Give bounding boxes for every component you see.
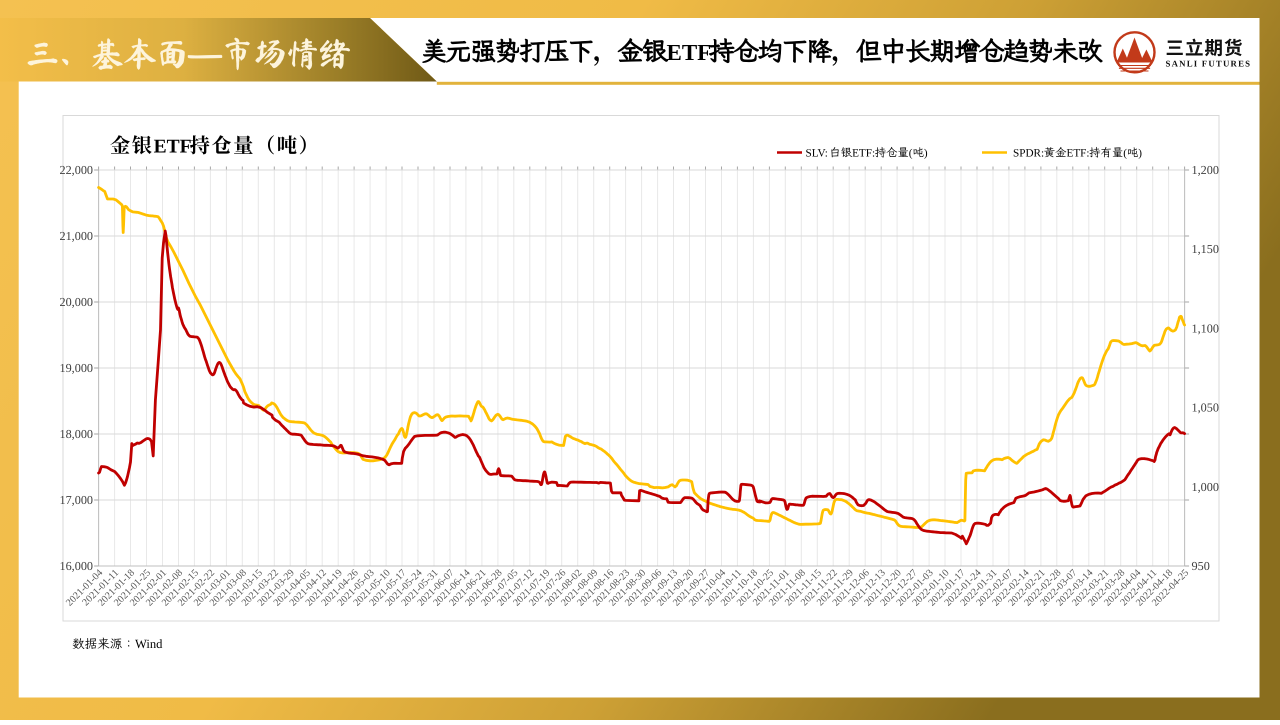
- svg-text:17,000: 17,000: [59, 493, 93, 507]
- svg-text:1,150: 1,150: [1192, 242, 1219, 256]
- svg-text:1,050: 1,050: [1192, 401, 1219, 415]
- svg-text:(: (: [1123, 147, 1127, 159]
- svg-text:20,000: 20,000: [59, 295, 93, 309]
- svg-text:): ): [924, 147, 928, 159]
- svg-text:18,000: 18,000: [59, 427, 93, 441]
- svg-text:19,000: 19,000: [59, 361, 93, 375]
- svg-text:SLV:: SLV:: [806, 147, 828, 159]
- svg-text:SANLI FUTURES: SANLI FUTURES: [1166, 59, 1252, 69]
- svg-text:ETF:: ETF:: [1067, 147, 1090, 159]
- svg-text:21,000: 21,000: [59, 229, 93, 243]
- svg-text:): ): [1138, 147, 1142, 159]
- svg-text:1,100: 1,100: [1192, 321, 1219, 335]
- svg-text:Wind: Wind: [135, 637, 163, 651]
- svg-text:ETF:: ETF:: [852, 147, 875, 159]
- svg-text:1,000: 1,000: [1192, 480, 1219, 494]
- svg-text:ETF: ETF: [667, 40, 712, 65]
- svg-text:(: (: [909, 147, 913, 159]
- svg-text:ETF: ETF: [154, 137, 192, 158]
- svg-text:1,200: 1,200: [1192, 163, 1219, 177]
- svg-text:SPDR:: SPDR:: [1013, 147, 1044, 159]
- svg-text:950: 950: [1192, 559, 1210, 573]
- svg-text:16,000: 16,000: [59, 559, 93, 573]
- svg-text:22,000: 22,000: [59, 163, 93, 177]
